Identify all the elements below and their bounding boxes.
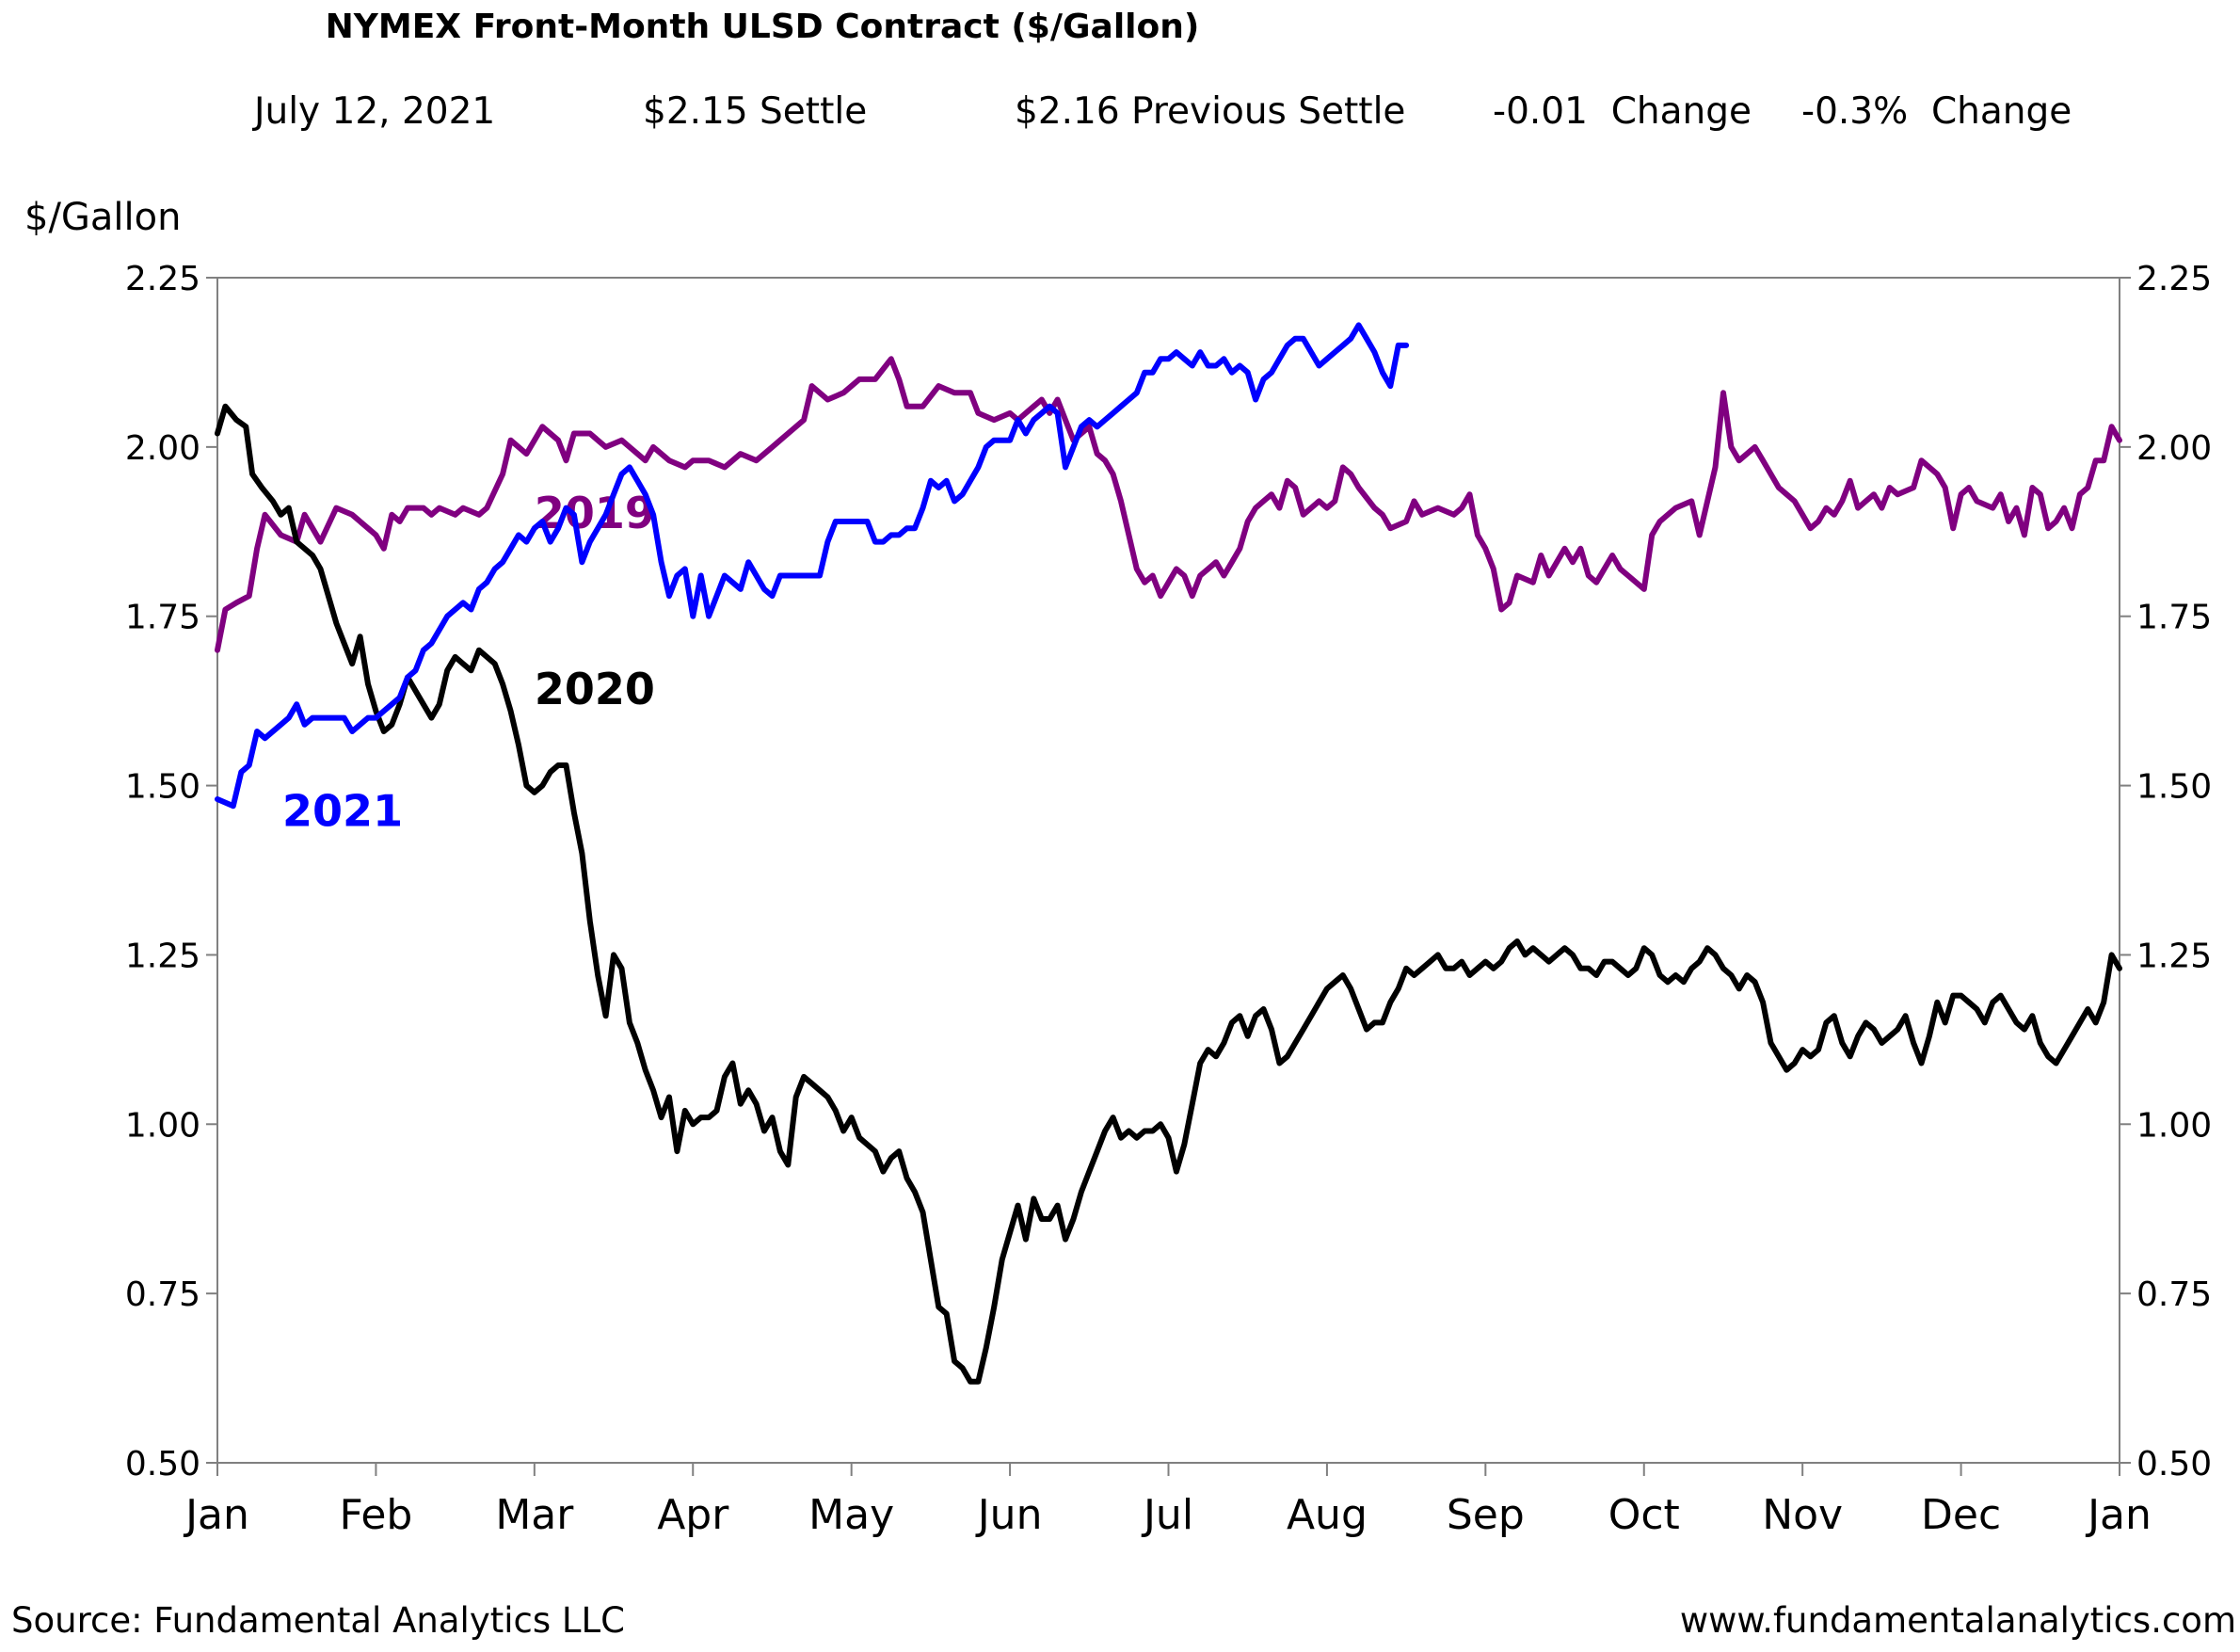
y-tick-label-right: 0.50 <box>2136 1445 2212 1484</box>
y-tick-label-right: 1.75 <box>2136 599 2212 637</box>
y-tick-label-left: 0.50 <box>125 1445 200 1484</box>
y-tick-label-right: 1.50 <box>2136 768 2212 807</box>
x-tick-label: Feb <box>339 1491 412 1539</box>
x-tick-label: Jan <box>2085 1491 2152 1539</box>
y-tick-label-right: 2.00 <box>2136 429 2212 468</box>
x-tick-label: Jul <box>1141 1491 1193 1539</box>
y-tick-label-right: 2.25 <box>2136 260 2212 298</box>
x-tick-label: Sep <box>1447 1491 1525 1539</box>
x-tick-label: Oct <box>1608 1491 1680 1539</box>
line-chart: 0.50 0.50 0.75 0.75 1.00 1.00 1.25 1.25 1.50 1.50… <box>125 260 2212 1539</box>
percent-change: -0.3% Change <box>1801 90 2072 133</box>
series-label-2021: 2021 <box>282 786 403 837</box>
plot-frame <box>216 277 2120 1464</box>
chart-title: NYMEX Front-Month ULSD Contract ($/Gallo… <box>325 8 1200 46</box>
x-tick-label: Nov <box>1762 1491 1843 1539</box>
y-tick-label-left: 1.00 <box>125 1106 200 1145</box>
x-tick-label: Mar <box>495 1491 574 1539</box>
y-tick-label-left: 0.75 <box>125 1275 200 1314</box>
x-tick-label: Jun <box>975 1491 1043 1539</box>
x-tick-label: Aug <box>1287 1491 1368 1539</box>
source-credit: Source: Fundamental Analytics LLC <box>11 1600 625 1641</box>
y-tick-label-left: 1.75 <box>125 599 200 637</box>
series-line-2021 <box>215 322 1410 810</box>
y-tick-label-right: 1.00 <box>2136 1106 2212 1145</box>
y-tick-label-left: 2.00 <box>125 429 200 468</box>
x-tick-label: Jan <box>183 1491 249 1539</box>
x-tick-label: May <box>808 1491 894 1539</box>
y-tick-label-left: 2.25 <box>125 260 200 298</box>
x-tick-label: Dec <box>1921 1491 2001 1539</box>
series-line-2020 <box>215 403 2122 1385</box>
y-axis-label: $/Gallon <box>24 196 182 239</box>
previous-settle: $2.16 Previous Settle <box>1015 90 1406 133</box>
price-change: -0.01 Change <box>1493 90 1752 133</box>
x-tick-label: Apr <box>657 1491 729 1539</box>
series-label-2020: 2020 <box>535 664 655 714</box>
website-link[interactable]: www.fundamentalanalytics.com <box>1679 1600 2236 1641</box>
y-tick-label-right: 1.25 <box>2136 937 2212 975</box>
y-tick-label-right: 0.75 <box>2136 1275 2212 1314</box>
settle-date: July 12, 2021 <box>254 90 496 133</box>
y-tick-label-left: 1.50 <box>125 768 200 807</box>
series-line-2019 <box>215 356 2122 653</box>
y-tick-label-left: 1.25 <box>125 937 200 975</box>
settle-price: $2.15 Settle <box>643 90 868 133</box>
